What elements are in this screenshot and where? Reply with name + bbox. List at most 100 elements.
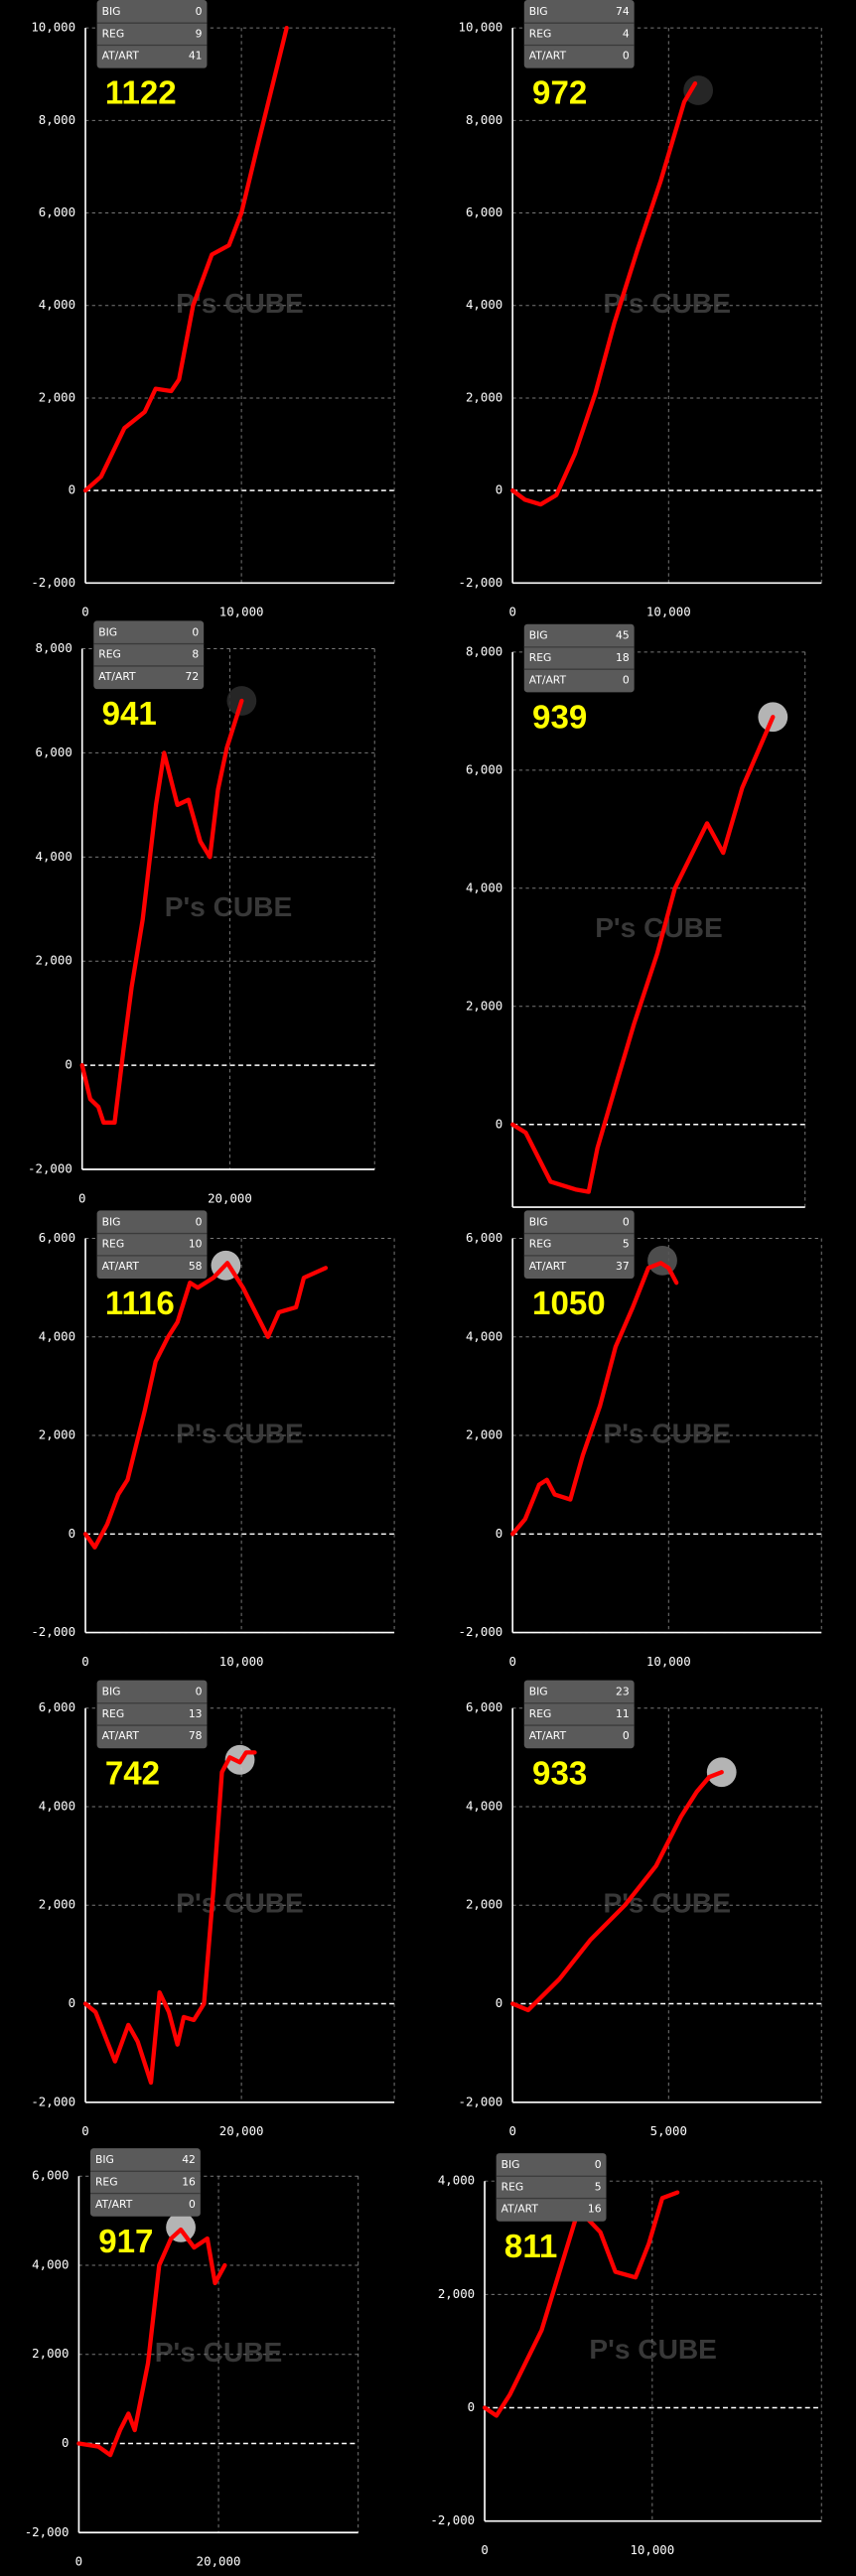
stat-label: BIG (98, 625, 117, 638)
stat-label: REG (501, 2180, 524, 2193)
x-tick-label: 0 (508, 605, 515, 619)
y-tick-label: 2,000 (39, 1427, 75, 1442)
stat-value: 16 (182, 2175, 196, 2188)
y-tick-label: 2,000 (466, 1427, 502, 1442)
y-tick-label: -2,000 (31, 2094, 75, 2108)
total-value: 917 (98, 2224, 153, 2260)
y-tick-label: 2,000 (35, 953, 71, 968)
stat-value: 37 (616, 1260, 630, 1273)
y-tick-label: 10,000 (31, 20, 75, 35)
data-line (510, 1770, 724, 2013)
stat-label: AT/ART (529, 1260, 567, 1273)
x-tick-label: 0 (78, 1190, 85, 1205)
stat-label: BIG (529, 629, 548, 642)
stats-box (523, 623, 635, 693)
stat-value: 0 (623, 673, 630, 686)
data-line (510, 715, 776, 1194)
x-tick-label: 0 (508, 2123, 515, 2138)
total-value: 1050 (532, 1286, 606, 1322)
y-tick-label: 2,000 (39, 1897, 75, 1912)
total-value: 933 (532, 1755, 587, 1792)
stat-value: 23 (616, 1686, 630, 1698)
stat-value: 42 (182, 2153, 196, 2166)
y-tick-label: 6,000 (466, 1230, 502, 1245)
y-tick-label: 4,000 (35, 849, 71, 864)
watermark: P's CUBE (603, 1418, 731, 1448)
y-tick-label: 2,000 (39, 389, 75, 404)
y-tick-label: 2,000 (32, 2346, 69, 2361)
stat-value: 9 (196, 27, 203, 40)
stat-label: AT/ART (102, 50, 140, 63)
watermark: P's CUBE (176, 1888, 304, 1919)
stat-label: AT/ART (529, 1729, 567, 1742)
stat-label: REG (529, 651, 552, 664)
x-tick-label: 0 (81, 2123, 88, 2138)
y-tick-label: -2,000 (459, 2094, 503, 2108)
x-tick-label: 10,000 (219, 605, 264, 619)
stat-label: REG (102, 1707, 125, 1720)
watermark: P's CUBE (176, 1418, 304, 1448)
stat-label: AT/ART (102, 1260, 140, 1273)
y-tick-label: 6,000 (466, 761, 502, 776)
y-tick-label: 10,000 (459, 20, 503, 35)
y-tick-label: 0 (69, 482, 75, 497)
y-tick-label: 6,000 (39, 1699, 75, 1714)
stat-value: 41 (189, 50, 203, 63)
chart-panel: P's CUBE-2,00002,0004,0006,0008,00010,00… (31, 0, 395, 619)
y-tick-label: 0 (496, 1116, 502, 1131)
stats-box (89, 2148, 201, 2217)
x-tick-label: 0 (481, 2542, 488, 2557)
stat-label: BIG (102, 1215, 121, 1228)
stat-value: 78 (189, 1729, 203, 1742)
stat-label: BIG (529, 1686, 548, 1698)
y-tick-label: 8,000 (39, 112, 75, 127)
watermark: P's CUBE (589, 2334, 717, 2365)
y-tick-label: 4,000 (466, 297, 502, 312)
watermark: P's CUBE (603, 1888, 731, 1919)
stat-label: REG (98, 648, 121, 661)
y-tick-label: 8,000 (35, 640, 71, 655)
stat-label: REG (529, 1707, 552, 1720)
y-tick-label: 6,000 (39, 204, 75, 219)
stat-value: 0 (623, 50, 630, 63)
data-line (510, 1261, 679, 1537)
y-tick-label: -2,000 (28, 1161, 72, 1176)
x-tick-label: 10,000 (646, 1654, 691, 1669)
y-tick-label: 0 (69, 1995, 75, 2010)
y-tick-label: 4,000 (466, 880, 502, 894)
total-value: 941 (102, 696, 157, 733)
stat-label: REG (529, 1238, 552, 1251)
stat-label: BIG (102, 5, 121, 18)
stat-value: 5 (595, 2180, 602, 2193)
y-tick-label: -2,000 (430, 2512, 475, 2527)
stat-label: AT/ART (95, 2198, 133, 2211)
y-tick-label: -2,000 (31, 575, 75, 590)
stat-label: REG (95, 2175, 118, 2188)
end-marker (647, 1245, 677, 1276)
stat-value: 0 (196, 1686, 203, 1698)
stats-box (96, 1680, 208, 1749)
y-tick-label: -2,000 (459, 575, 503, 590)
stat-value: 45 (616, 629, 630, 642)
y-tick-label: 0 (65, 1057, 71, 1072)
stat-label: AT/ART (501, 2203, 539, 2216)
stat-value: 0 (595, 2158, 602, 2171)
y-tick-label: 2,000 (466, 1897, 502, 1912)
y-tick-label: 4,000 (466, 1798, 502, 1813)
stat-label: BIG (95, 2153, 114, 2166)
y-tick-label: 4,000 (39, 297, 75, 312)
y-tick-label: 8,000 (466, 643, 502, 658)
stat-value: 13 (189, 1707, 203, 1720)
chart-panel: P's CUBE-2,00002,0004,0006,0008,00010,00… (459, 0, 822, 619)
chart-panel: P's CUBE -2,000 0 2,000 4,000 6,000 0 10,000 BIG… (31, 1210, 395, 1669)
stat-value: 72 (186, 670, 200, 683)
x-tick-label: 0 (75, 2554, 82, 2569)
data-line (82, 25, 289, 493)
stats-box (496, 2153, 607, 2222)
chart-panel: P's CUBE -2,000 0 2,000 4,000 6,000 0 10,000 BIG… (459, 1210, 822, 1669)
stat-value: 18 (616, 651, 630, 664)
stat-label: AT/ART (529, 50, 567, 63)
data-line (82, 1750, 257, 2086)
